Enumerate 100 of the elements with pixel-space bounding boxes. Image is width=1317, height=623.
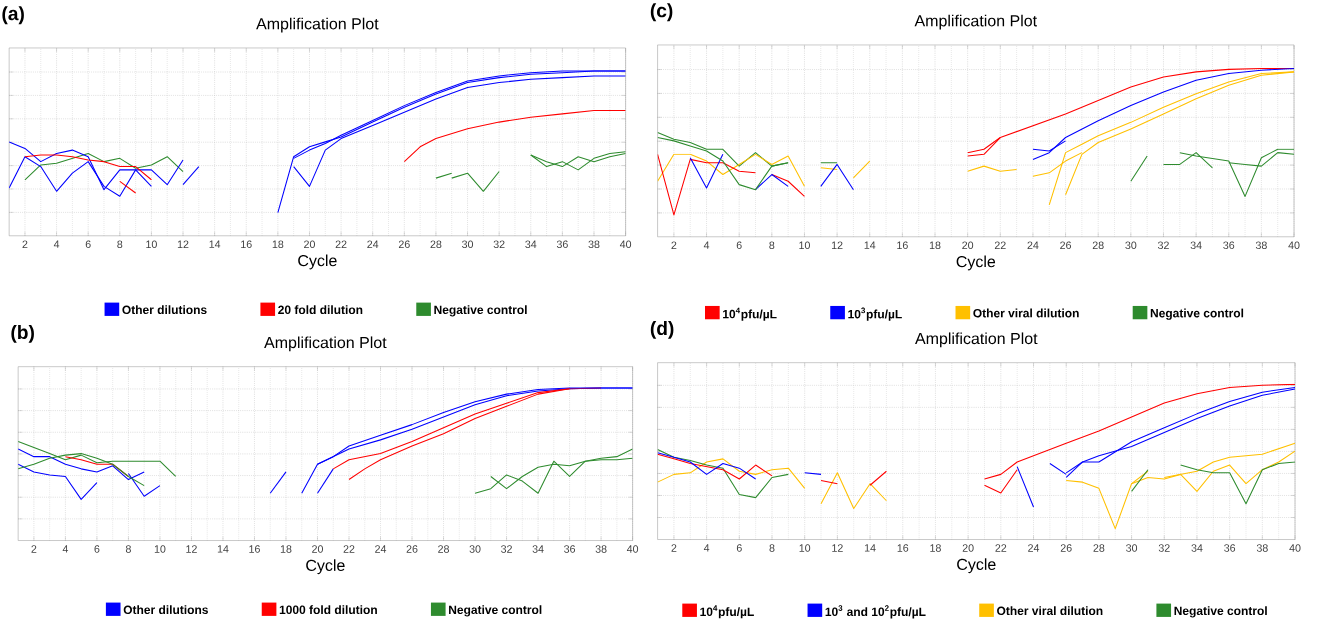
x-tick-label: 34 [1191,544,1203,552]
x-tick-label: 36 [1223,241,1235,249]
text: (d) [650,320,674,339]
legend-label: 10$^{4}$pfu/µL [723,307,777,321]
x-tick-label: 18 [930,544,941,552]
x-tick-label: 40 [619,240,632,248]
x-tick-label: 32 [1157,241,1169,249]
x-tick-label: 26 [406,545,418,553]
x-tick-label: 2 [671,241,677,249]
x-tick-label: 36 [1224,544,1236,552]
x-tick-label: 10 [154,545,166,553]
x-tick-label: 18 [280,545,292,553]
x-tick-label: 12 [831,241,843,249]
x-tick-label: 6 [85,240,91,248]
x-tick-label: 2 [31,545,37,553]
legend-label: Negative control [1150,308,1244,320]
x-tick-label: 28 [430,240,442,248]
x-tick-label: 22 [994,241,1006,249]
x-tick-label: 18 [929,241,941,249]
legend-label: Other viral dilution [973,308,1079,318]
x-tick-label: 12 [177,240,189,248]
x-tick-label: 38 [588,240,600,248]
x-tick-label: 40 [1288,241,1300,249]
x-tick-label: 32 [1158,544,1170,552]
x-tick-label: 24 [1028,544,1040,552]
x-tick-label: 16 [241,240,252,248]
x-tick-label: 20 [962,241,974,249]
x-tick-label: 40 [626,545,639,553]
x-tick-label: 22 [343,545,355,553]
x-tick-label: 6 [736,544,742,552]
x-tick-label: 28 [1092,241,1104,249]
x-tick-label: 14 [209,240,221,248]
x-tick-label: 22 [995,544,1007,552]
x-axis-title: Cycle [957,558,996,574]
x-tick-label: 20 [962,544,974,552]
x-tick-label: 34 [532,545,544,553]
x-tick-label: 30 [462,240,474,248]
x-tick-label: 28 [438,545,449,553]
x-tick-label: 36 [556,240,568,248]
x-tick-label: 10 [799,241,810,249]
x-tick-label: 10 [146,240,157,248]
x-tick-label: 20 [312,545,324,553]
x-tick-label: 20 [304,240,315,248]
x-tick-label: 30 [1125,241,1137,249]
x-tick-label: 30 [1126,544,1138,552]
x-tick-label: 14 [864,544,876,552]
x-tick-label: 12 [186,545,197,553]
x-tick-label: 24 [375,545,387,553]
x-tick-label: 10 [799,544,811,552]
legend-label: Other dilutions [123,605,208,614]
legend-label: 20 fold dilution [278,305,363,314]
x-tick-label: 26 [1060,241,1072,249]
x-tick-label: 18 [272,240,284,248]
x-tick-label: 4 [62,545,69,553]
legend-label: 1000 fold dilution [279,605,377,614]
x-tick-label: 6 [736,241,742,249]
x-tick-label: 38 [1255,241,1267,249]
chart-title: Amplification Plot [264,336,387,352]
x-tick-label: 28 [1093,544,1105,552]
x-tick-label: 4 [703,544,710,552]
x-tick-label: 30 [469,545,481,553]
x-tick-label: 16 [897,544,909,552]
x-tick-label: 14 [864,241,876,249]
x-tick-label: 38 [1256,544,1268,552]
text: (c) [650,3,673,22]
legend-label: Other dilutions [122,305,207,314]
chart-title: Amplification Plot [914,14,1037,30]
x-tick-label: 8 [125,545,131,553]
legend-label: 10$^{3}$ and 10$^{2}$pfu/µL [825,605,926,619]
x-tick-label: 4 [53,240,60,248]
x-tick-label: 8 [769,241,775,249]
x-tick-label: 32 [493,240,505,248]
x-tick-label: 14 [217,545,229,553]
chart-title: Amplification Plot [256,17,379,33]
x-tick-label: 4 [703,241,710,249]
legend-label: Negative control [1174,606,1267,618]
text: (a) [2,6,24,25]
x-tick-label: 32 [501,545,512,553]
x-tick-label: 38 [595,545,607,553]
x-tick-label: 34 [525,240,537,248]
x-axis-title: Cycle [306,559,345,575]
x-tick-label: 24 [367,240,379,248]
x-tick-label: 2 [22,240,28,248]
x-tick-label: 22 [335,240,347,248]
x-tick-label: 34 [1190,241,1202,249]
text: (b) [11,324,34,343]
x-tick-label: 2 [671,544,677,552]
x-axis-title: Cycle [956,255,996,271]
x-tick-label: 16 [897,241,908,249]
x-tick-label: 8 [117,240,123,248]
x-tick-label: 26 [1060,544,1072,552]
x-tick-label: 26 [398,240,410,248]
legend-label: 10$^{3}$pfu/µL [848,307,902,321]
x-tick-label: 24 [1027,241,1039,249]
legend-label: 10$^{4}$pfu/µL [700,605,754,619]
chart-title: Amplification Plot [915,332,1038,348]
x-tick-label: 40 [1289,544,1301,552]
legend-label: Negative control [449,605,542,617]
x-tick-label: 12 [832,544,843,552]
x-tick-label: 6 [94,545,100,553]
